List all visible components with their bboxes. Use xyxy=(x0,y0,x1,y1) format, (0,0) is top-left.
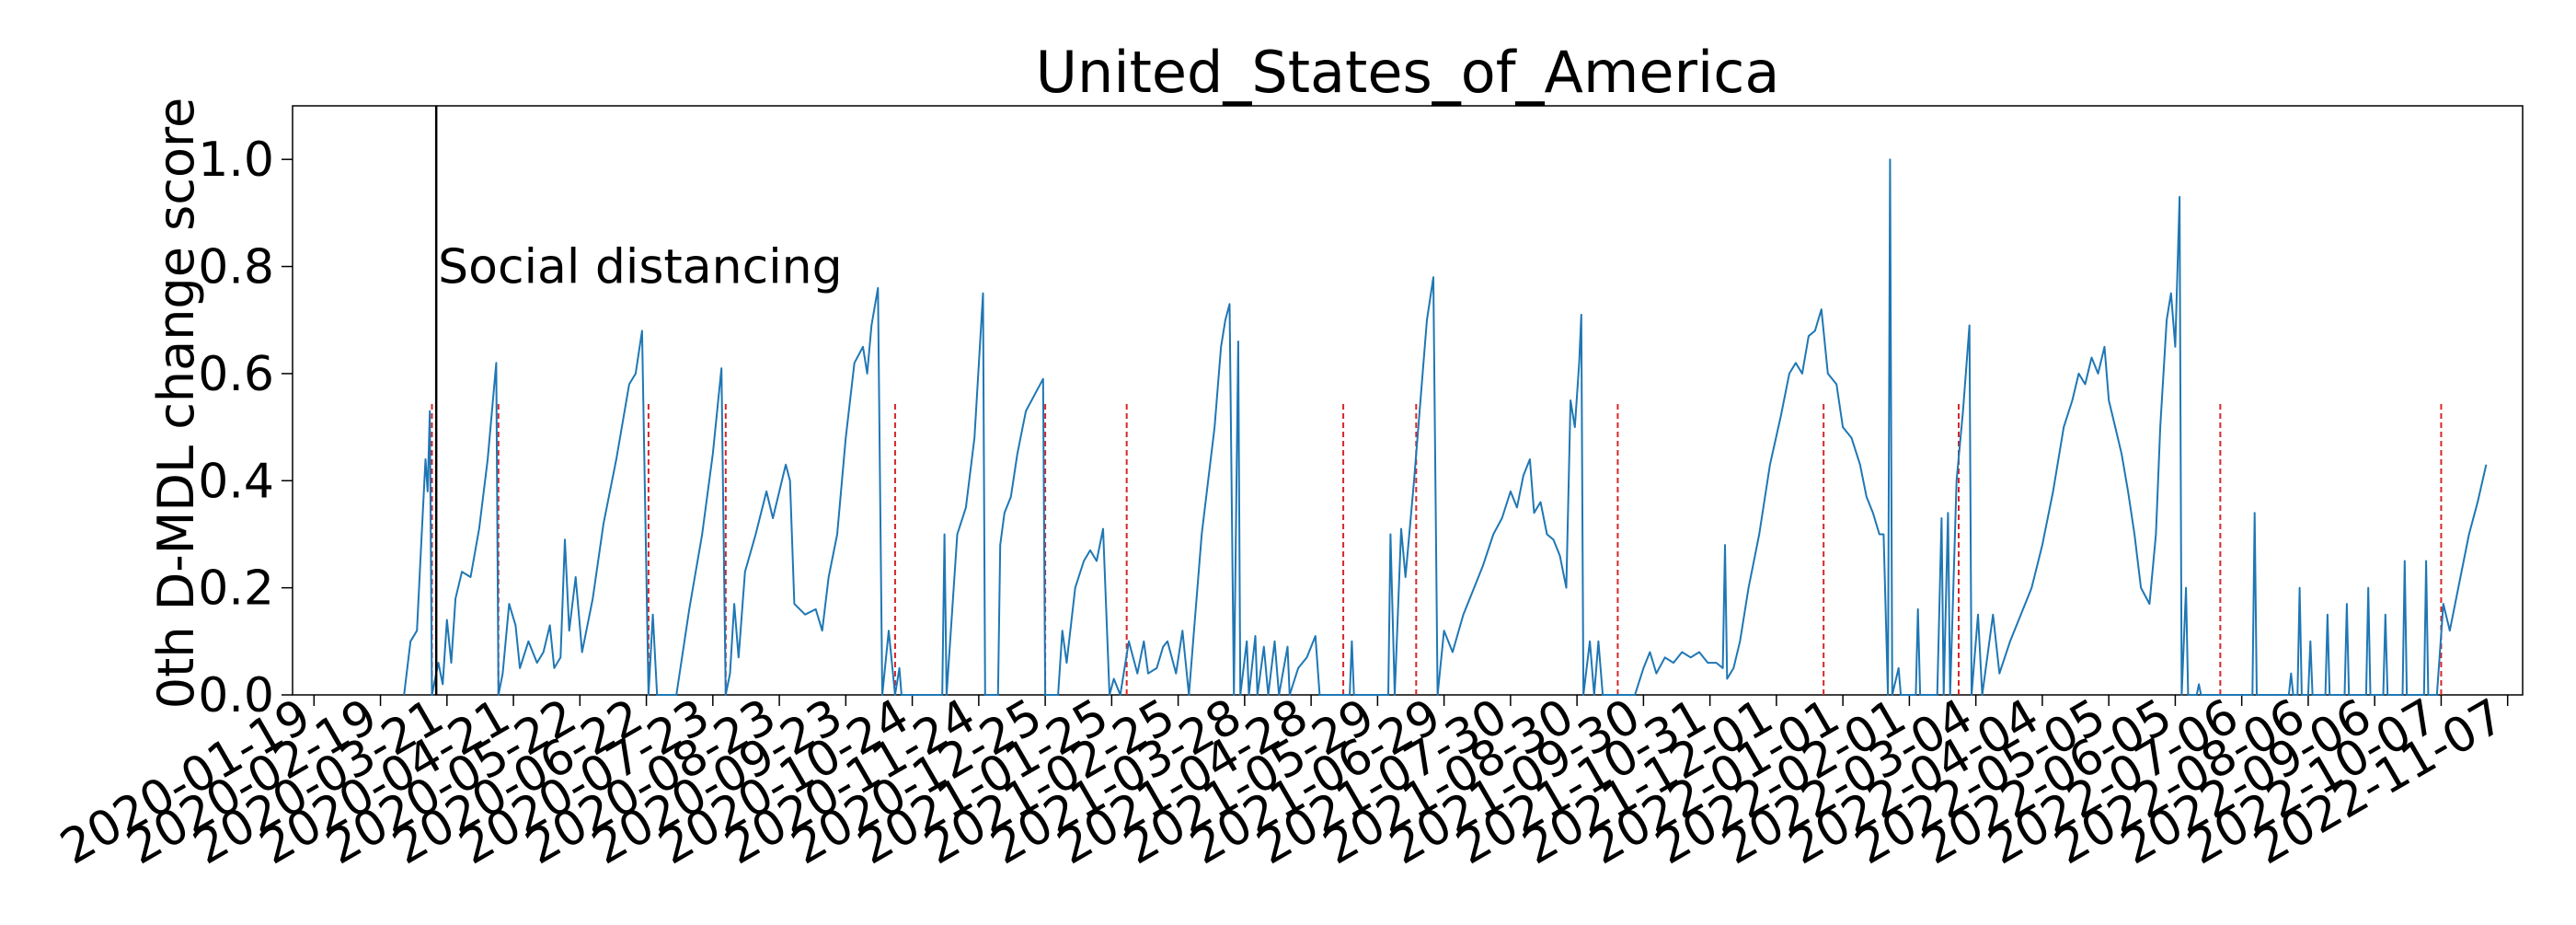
event-label: Social distancing xyxy=(438,240,842,295)
y-tick-label: 0.6 xyxy=(198,347,274,402)
series-line xyxy=(403,158,2488,696)
y-tick-label: 0.0 xyxy=(198,668,274,723)
y-tick-label: 1.0 xyxy=(198,133,274,188)
y-axis-label: 0th D-MDL change score xyxy=(147,98,205,709)
plot-frame xyxy=(292,105,2524,696)
y-tick-label: 0.8 xyxy=(198,240,274,295)
y-tick-label: 0.2 xyxy=(198,561,274,617)
y-tick-label: 0.4 xyxy=(198,454,274,509)
chart-title: United_States_of_America xyxy=(1036,39,1780,106)
plot-area: 0.00.20.40.60.81.02020-01-192020-02-1920… xyxy=(52,105,2524,875)
